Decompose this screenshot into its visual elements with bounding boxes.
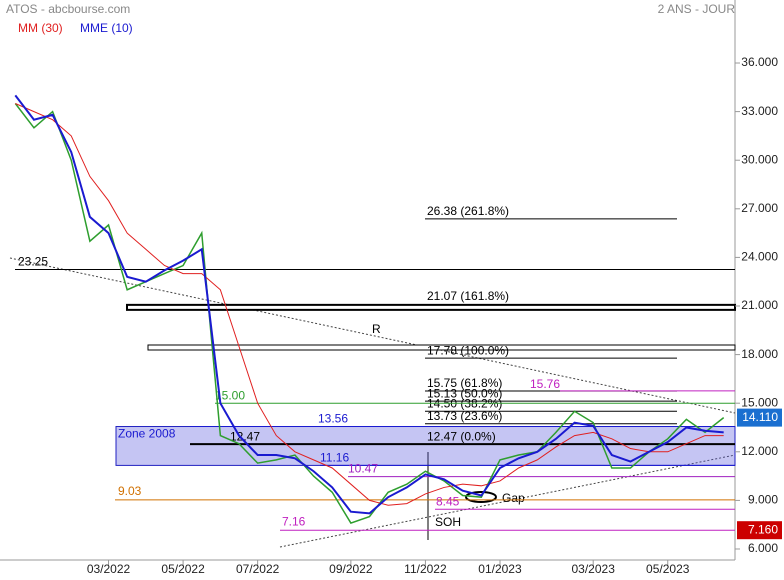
- legend-entry: MM (30): [18, 21, 63, 35]
- y-tick-label: 9.000: [748, 493, 778, 507]
- x-tick-label: 09/2022: [329, 562, 373, 576]
- level-label: 15.76: [530, 377, 560, 391]
- period: 2 ANS - JOUR: [658, 2, 736, 16]
- annotation: Gap: [502, 491, 525, 505]
- gap-marker: [465, 491, 497, 503]
- resistance-box: [147, 344, 736, 351]
- y-tick-label: 15.000: [741, 395, 778, 409]
- y-tick-label: 33.000: [741, 104, 778, 118]
- y-tick-label: 12.000: [741, 444, 778, 458]
- price-marker-label: 7.160: [748, 522, 778, 536]
- level-label: 15.75 (61.8%): [427, 376, 502, 390]
- x-tick-label: 01/2023: [478, 562, 522, 576]
- level-label: 15.00: [215, 388, 245, 402]
- level-label: 13.73 (23.6%): [427, 409, 502, 423]
- annotation: R: [372, 322, 381, 336]
- level-label: 21.07 (161.8%): [427, 289, 509, 303]
- price-line: [14, 103, 725, 524]
- level-label: 8.45: [436, 494, 460, 508]
- x-tick-label: 07/2022: [236, 562, 280, 576]
- level-label: 10.47: [348, 462, 378, 476]
- level-label: 26.38 (261.8%): [427, 204, 509, 218]
- level-label: 7.16: [282, 514, 306, 528]
- level-label: 15.13 (50.0%): [427, 386, 502, 400]
- y-tick-label: 27.000: [741, 201, 778, 215]
- title: ATOS - abcbourse.com: [6, 2, 130, 16]
- level-label: 17.78 (100.0%): [427, 343, 509, 357]
- x-tick-label: 05/2023: [646, 562, 690, 576]
- annotation: SOH: [435, 515, 461, 529]
- zone: [115, 426, 736, 466]
- level-label: 23.25: [18, 255, 48, 269]
- price-marker: [737, 408, 782, 427]
- level-box: [126, 303, 736, 311]
- y-tick-label: 21.000: [741, 298, 778, 312]
- level-label: 12.47 (0.0%): [427, 429, 496, 443]
- y-tick-label: 24.000: [741, 250, 778, 264]
- trendline: [9, 257, 736, 414]
- trendline: [279, 454, 736, 548]
- level-label: 11.16: [320, 451, 349, 465]
- y-tick-label: 30.000: [741, 152, 778, 166]
- x-tick-label: 03/2023: [571, 562, 615, 576]
- zone-label: Zone 2008: [118, 427, 176, 441]
- price-marker-label: 14.110: [742, 410, 778, 424]
- price-marker: [737, 521, 782, 540]
- level-label: 13.56: [318, 412, 348, 426]
- x-tick-label: 03/2022: [87, 562, 131, 576]
- x-tick-label: 11/2022: [404, 562, 447, 576]
- legend-entry: MME (10): [80, 21, 133, 35]
- level-label: 9.03: [118, 484, 142, 498]
- x-tick-label: 05/2022: [161, 562, 205, 576]
- price-line: [15, 103, 724, 506]
- price-line: [14, 94, 724, 515]
- y-tick-label: 36.000: [741, 55, 778, 69]
- y-tick-label: 6.000: [748, 541, 778, 555]
- y-tick-label: 18.000: [741, 347, 778, 361]
